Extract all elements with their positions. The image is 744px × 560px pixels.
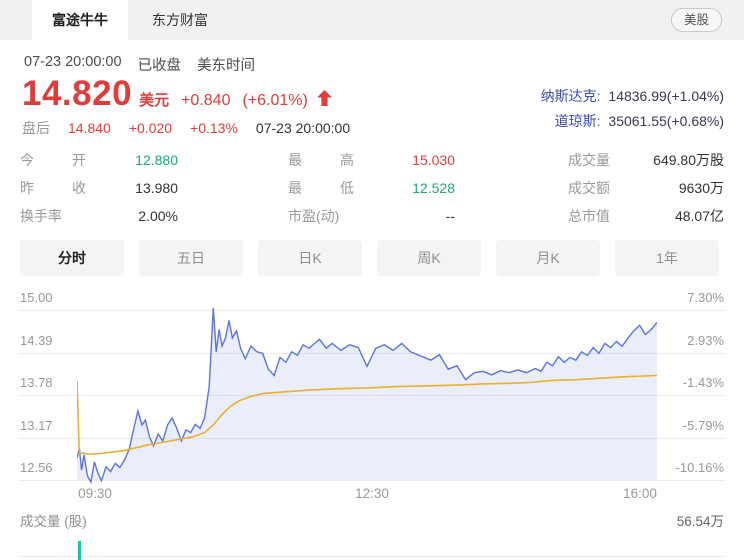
stat-row-turnover-rate: 换手率 2.00% [20, 202, 178, 230]
tab-eastmoney[interactable]: 东方财富 [140, 0, 220, 40]
stat-row-low: 最 低 12.528 [288, 174, 455, 202]
top-tab-bar: 富途牛牛 东方财富 美股 [0, 0, 744, 40]
period-tab-1year[interactable]: 1年 [615, 240, 719, 276]
y-axis-price-label: 12.56 [20, 460, 53, 475]
stat-row-high: 最 高 15.030 [288, 146, 455, 174]
period-tab-weekly-k[interactable]: 周K [377, 240, 481, 276]
y-axis-percent-label: 7.30% [687, 290, 724, 305]
period-tab-bar: 分时 五日 日K 周K 月K 1年 [0, 240, 744, 276]
period-tab-intraday[interactable]: 分时 [20, 240, 124, 276]
stats-column-2: 最 高 15.030 最 低 12.528 市盈(动) -- [288, 146, 455, 230]
gridline [20, 310, 724, 311]
stat-high-value: 15.030 [412, 152, 455, 168]
current-price: 14.820 [22, 74, 133, 113]
after-hours-change: +0.020 [128, 120, 173, 136]
index-dowjones-label: 道琼斯: [554, 113, 601, 129]
stat-row-amount: 成交额 9630万 [568, 174, 724, 202]
gridline [20, 437, 724, 439]
up-arrow-icon [316, 90, 332, 111]
stat-pe-value: -- [445, 208, 455, 224]
after-hours-price: 14.840 [68, 120, 111, 136]
currency-label: 美元 [139, 92, 170, 109]
stat-row-volume: 成交量 649.80万股 [568, 146, 724, 174]
volume-max-value: 56.54万 [676, 514, 724, 529]
status-line: 07-23 20:00:00 已收盘 美东时间 [24, 54, 255, 75]
gridline [20, 480, 724, 481]
stat-turnover-rate-label: 换手率 [20, 208, 62, 224]
x-axis-label: 16:00 [623, 486, 657, 501]
price-line-plot [77, 307, 657, 485]
y-axis-percent-label: -10.16% [675, 460, 724, 475]
stat-row-market-cap: 总市值 48.07亿 [568, 202, 724, 230]
stats-column-1: 今 开 12.880 昨 收 13.980 换手率 2.00% [20, 146, 178, 230]
market-status: 已收盘 [137, 58, 182, 74]
y-axis-percent-label: -1.43% [682, 375, 724, 390]
intraday-chart[interactable]: 15.00 14.39 13.78 13.17 12.56 7.30% 2.93… [0, 288, 744, 501]
stat-prev-close-label: 昨 收 [20, 180, 86, 196]
y-axis-price-label: 15.00 [20, 290, 53, 305]
after-hours-label: 盘后 [22, 120, 50, 136]
x-axis-label: 12:30 [355, 486, 389, 501]
volume-baseline [20, 556, 724, 557]
index-quotes: 纳斯达克: 14836.99(+1.04%) 道琼斯: 35061.55(+0.… [541, 84, 724, 134]
price-row: 14.820 美元 +0.840 (+6.01%) [22, 74, 332, 114]
gridline [20, 395, 724, 396]
index-dowjones-value: 35061.55(+0.68%) [608, 113, 724, 129]
stat-amount-value: 9630万 [678, 180, 724, 196]
volume-bars-plot[interactable] [77, 541, 657, 560]
stat-open-value: 12.880 [135, 152, 178, 168]
stat-high-label: 最 高 [288, 152, 354, 168]
volume-header: 成交量 (股) 56.54万 [20, 510, 724, 530]
volume-bar [78, 541, 82, 560]
after-hours-time: 07-23 20:00:00 [255, 120, 351, 136]
stat-turnover-rate-value: 2.00% [138, 208, 178, 224]
stat-market-cap-value: 48.07亿 [674, 208, 724, 224]
index-nasdaq[interactable]: 纳斯达克: 14836.99(+1.04%) [541, 84, 724, 109]
gridline [20, 352, 724, 354]
period-tab-daily-k[interactable]: 日K [258, 240, 362, 276]
stat-row-open: 今 开 12.880 [20, 146, 178, 174]
after-hours-change-percent: +0.13% [190, 120, 238, 136]
market-badge[interactable]: 美股 [670, 8, 722, 32]
quote-datetime: 07-23 20:00:00 [24, 54, 122, 70]
y-axis-price-label: 13.17 [20, 417, 53, 433]
y-axis-percent-label: -5.79% [682, 417, 724, 433]
y-axis-price-label: 14.39 [20, 332, 53, 348]
y-axis-price-label: 13.78 [20, 375, 53, 390]
stat-pe-label: 市盈(动) [288, 208, 340, 224]
timezone-label: 美东时间 [197, 58, 256, 74]
index-dowjones[interactable]: 道琼斯: 35061.55(+0.68%) [541, 109, 724, 134]
stat-row-pe: 市盈(动) -- [288, 202, 455, 230]
index-nasdaq-value: 14836.99(+1.04%) [608, 88, 724, 104]
stat-amount-label: 成交额 [568, 180, 610, 196]
price-change-percent: (+6.01%) [242, 92, 308, 109]
tab-eastmoney-label: 东方财富 [152, 12, 208, 28]
period-tab-5day[interactable]: 五日 [139, 240, 243, 276]
tab-futuniuniu[interactable]: 富途牛牛 [32, 0, 128, 40]
stat-volume-label: 成交量 [568, 152, 610, 168]
stat-low-value: 12.528 [412, 180, 455, 196]
stat-market-cap-label: 总市值 [568, 208, 610, 224]
stat-open-label: 今 开 [20, 152, 86, 168]
price-change: +0.840 [181, 92, 231, 109]
tab-futuniuniu-label: 富途牛牛 [52, 12, 108, 28]
period-tab-monthly-k[interactable]: 月K [496, 240, 600, 276]
stat-prev-close-value: 13.980 [135, 180, 178, 196]
stat-row-prev-close: 昨 收 13.980 [20, 174, 178, 202]
x-axis-label: 09:30 [78, 486, 112, 501]
volume-pane-label: 成交量 (股) [20, 514, 87, 529]
stat-volume-value: 649.80万股 [653, 152, 724, 168]
stats-column-3: 成交量 649.80万股 成交额 9630万 总市值 48.07亿 [568, 146, 724, 230]
y-axis-percent-label: 2.93% [687, 332, 724, 348]
index-nasdaq-label: 纳斯达克: [540, 88, 601, 104]
after-hours-row: 盘后 14.840 +0.020 +0.13% 07-23 20:00:00 [22, 118, 350, 138]
stat-low-label: 最 低 [288, 180, 354, 196]
